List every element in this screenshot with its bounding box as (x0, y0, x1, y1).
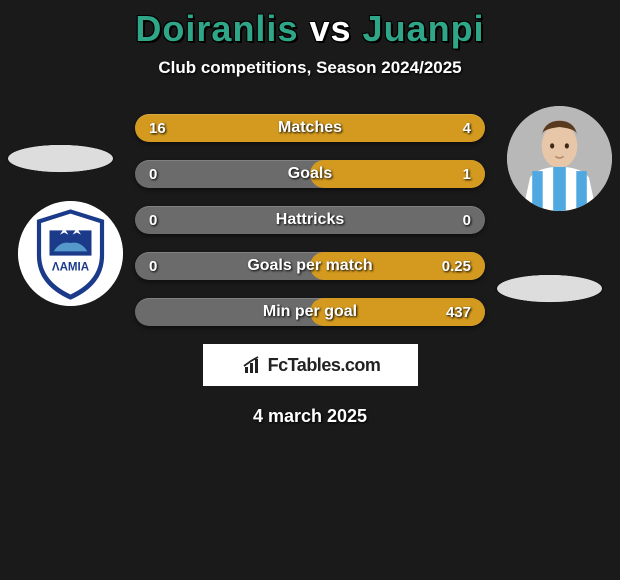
brand-logo: FcTables.com (203, 344, 418, 386)
date-label: 4 march 2025 (0, 406, 620, 427)
subtitle: Club competitions, Season 2024/2025 (0, 58, 620, 78)
stat-value-left: 0 (149, 212, 157, 229)
stat-row: 0 Goals 1 (135, 160, 485, 188)
stat-row: 0 Hattricks 0 (135, 206, 485, 234)
stat-row: 0 Goals per match 0.25 (135, 252, 485, 280)
stat-value-right: 1 (463, 166, 471, 183)
main-area: ΛΑΜΙΑ 16 Matches 4 0 Goals 1 0 Hattricks 0 0 Goals… (0, 106, 620, 326)
stat-value-right: 0.25 (442, 258, 471, 275)
chart-icon (240, 353, 264, 377)
brand-text: FcTables.com (268, 355, 381, 376)
stat-value-right: 0 (463, 212, 471, 229)
stat-value-right: 4 (463, 120, 471, 137)
comparison-title: Doiranlis vs Juanpi (0, 0, 620, 50)
player2-name: Juanpi (363, 8, 485, 49)
stat-value-left: 0 (149, 166, 157, 183)
player2-club-crest (497, 275, 602, 302)
player1-avatar (8, 145, 113, 172)
svg-text:ΛΑΜΙΑ: ΛΑΜΙΑ (52, 261, 90, 273)
stat-row: Min per goal 437 (135, 298, 485, 326)
vs-label: vs (309, 8, 351, 49)
stats-panel: 16 Matches 4 0 Goals 1 0 Hattricks 0 0 Goals per m… (135, 106, 485, 326)
stat-label: Matches (278, 119, 342, 137)
stat-row: 16 Matches 4 (135, 114, 485, 142)
stat-label: Min per goal (263, 303, 357, 321)
stat-label: Goals (288, 165, 332, 183)
stat-label: Goals per match (247, 257, 372, 275)
stat-value-left: 0 (149, 258, 157, 275)
stat-fill-right (310, 160, 485, 188)
player1-club-crest: ΛΑΜΙΑ (18, 201, 123, 306)
player1-name: Doiranlis (135, 8, 298, 49)
player2-avatar (507, 106, 612, 211)
stat-value-right: 437 (446, 304, 471, 321)
stat-label: Hattricks (276, 211, 344, 229)
stat-value-left: 16 (149, 120, 166, 137)
